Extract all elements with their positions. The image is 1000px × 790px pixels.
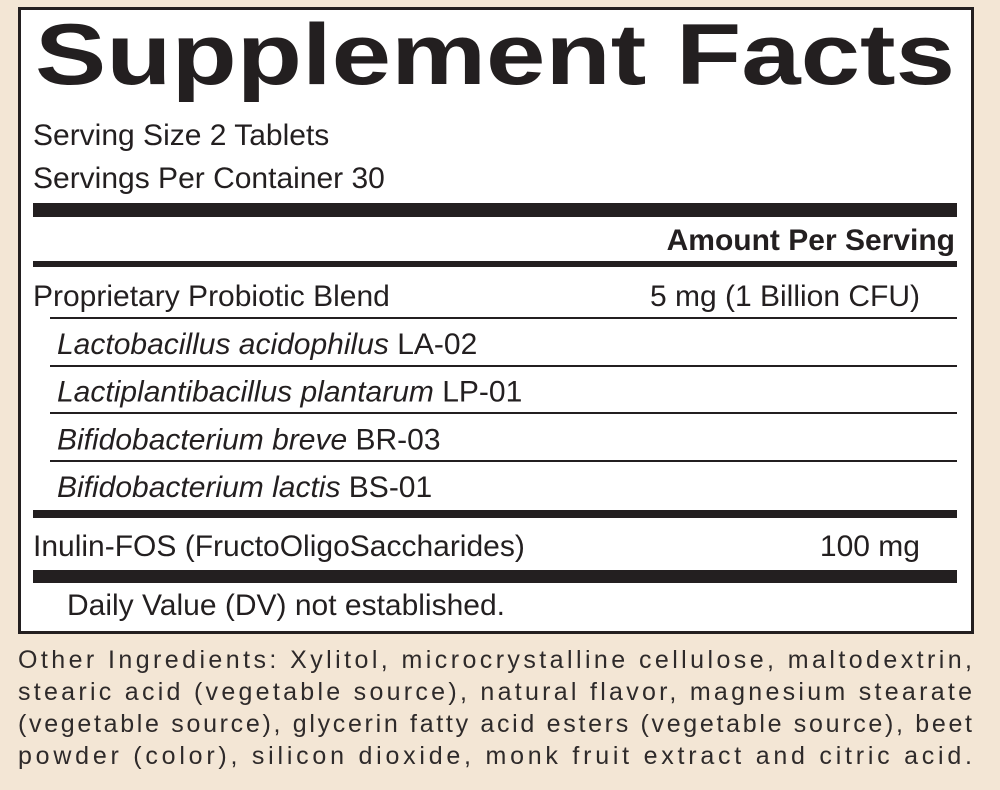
strain: Lactobacillus acidophilus LA-02 [57,328,477,361]
strain: Bifidobacterium breve BR-03 [57,423,441,456]
strain-code: LP-01 [442,376,522,409]
strain-code: LA-02 [397,328,477,361]
amount-header: Amount Per Serving [667,224,955,257]
strain: Lactiplantibacillus plantarum LP-01 [57,376,522,409]
ingredient-amount: 100 mg [820,530,920,563]
strain-list: Lactobacillus acidophilus LA-02 Lactiplan… [50,317,957,504]
medium-rule [33,261,957,267]
servings-per-container: Servings Per Container 30 [33,162,385,195]
thin-rule [50,412,957,414]
serving-size: Serving Size 2 Tablets [33,119,329,152]
strain-species: Lactobacillus acidophilus [57,328,389,361]
strain: Bifidobacterium lactis BS-01 [57,471,432,504]
thick-rule [33,570,957,583]
footnote: Daily Value (DV) not established. [67,589,505,622]
ingredients-line: Other Ingredients: Xylitol, microcrystal… [18,646,972,674]
strain-code: BR-03 [356,423,441,456]
title: Supplement Facts [35,7,955,103]
thin-rule [50,460,957,462]
strain-code: BS-01 [349,471,432,504]
thick-rule [33,203,957,217]
thin-rule [50,365,957,367]
medium-rule [33,510,957,518]
blend-amount: 5 mg (1 Billion CFU) [650,280,920,313]
ingredients-line: (vegetable source), glycerin fatty acid … [18,710,972,738]
facts-box [18,7,974,634]
strain-species: Bifidobacterium breve [57,423,347,456]
thin-rule [50,317,957,319]
strain-species: Lactiplantibacillus plantarum [57,376,434,409]
other-ingredients: Other Ingredients: Xylitol, microcrystal… [18,646,972,770]
ingredient-name: Inulin-FOS (FructoOligoSaccharides) [33,530,525,563]
ingredients-line: powder (color), silicon dioxide, monk fr… [18,742,972,770]
strain-species: Bifidobacterium lactis [57,471,340,504]
blend-name: Proprietary Probiotic Blend [33,280,390,313]
ingredients-line: stearic acid (vegetable source), natural… [18,678,972,706]
